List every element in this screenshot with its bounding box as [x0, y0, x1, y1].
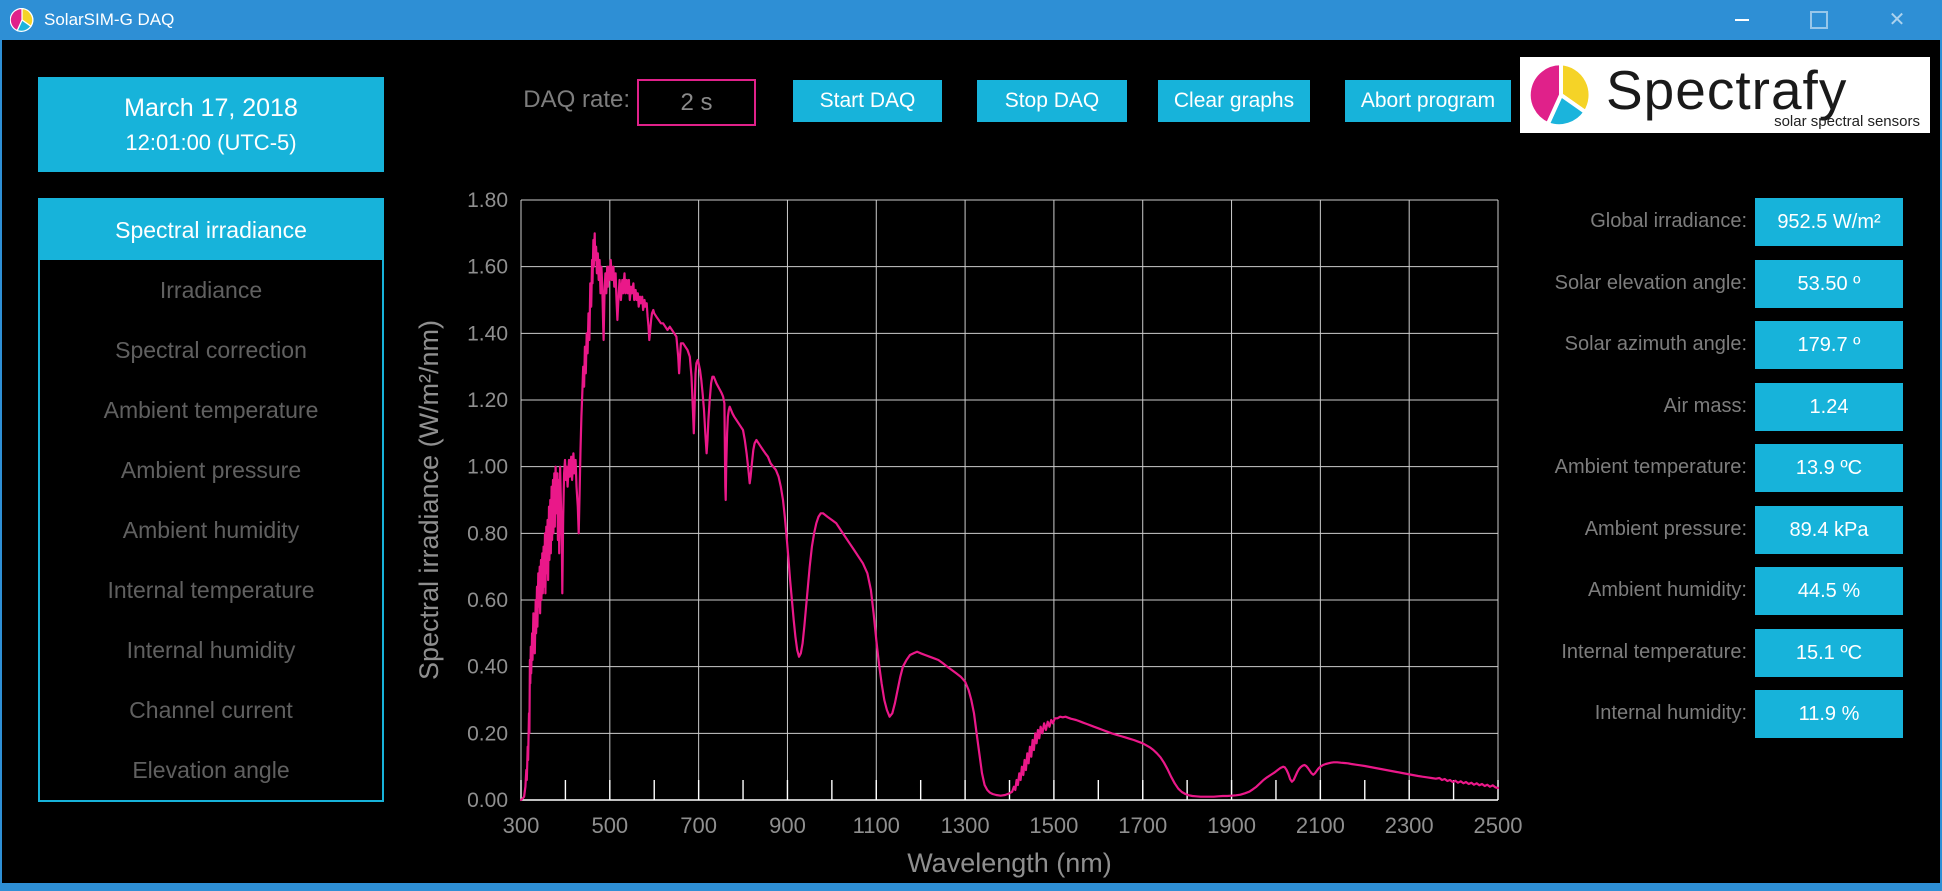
sidebar-menu: Spectral irradiance Irradiance Spectral co… [38, 198, 384, 802]
global-irradiance-label: Global irradiance: [1590, 210, 1747, 232]
window-border-bottom [0, 883, 1942, 891]
sidebar-item-ambient-pressure[interactable]: Ambient pressure [120, 457, 302, 483]
y-tick-label: 1.80 [467, 189, 508, 212]
x-tick-label: 700 [680, 813, 717, 838]
clear-graphs-button[interactable]: Clear graphs [1158, 80, 1310, 122]
solar-elevation-angle-label: Solar elevation angle: [1554, 272, 1747, 294]
x-tick-label: 900 [769, 813, 806, 838]
ambient-humidity-label: Ambient humidity: [1588, 579, 1747, 601]
sidebar-item-elevation-angle[interactable]: Elevation angle [132, 757, 290, 783]
internal-temperature-label: Internal temperature: [1561, 641, 1747, 663]
solar-elevation-angle-value: 53.50 º [1755, 260, 1903, 308]
y-axis-title: Spectral irradiance (W/m²/nm) [414, 320, 444, 680]
y-tick-label: 0.60 [467, 589, 508, 612]
close-button[interactable]: ✕ [1874, 0, 1920, 40]
internal-humidity-value: 11.9 % [1755, 690, 1903, 738]
sidebar-item-internal-humidity[interactable]: Internal humidity [126, 637, 296, 663]
window-title: SolarSIM-G DAQ [44, 10, 175, 29]
maximize-icon [1810, 11, 1828, 29]
y-tick-label: 1.60 [467, 256, 508, 279]
air-mass-value: 1.24 [1755, 383, 1903, 431]
minimize-icon [1735, 19, 1749, 21]
internal-temperature-value: 15.1 ºC [1755, 629, 1903, 677]
maximize-button[interactable] [1796, 0, 1842, 40]
y-tick-label: 0.00 [467, 789, 508, 812]
sidebar-item-spectral-correction[interactable]: Spectral correction [115, 337, 307, 363]
y-tick-label: 1.20 [467, 389, 508, 412]
time-text: 12:01:00 (UTC-5) [125, 130, 297, 155]
start-daq-button[interactable]: Start DAQ [793, 80, 942, 122]
y-tick-label: 0.40 [467, 656, 508, 679]
spectrum-curve [519, 232, 1500, 802]
daq-rate-label: DAQ rate: [523, 86, 630, 113]
internal-humidity-label: Internal humidity: [1594, 702, 1747, 724]
sidebar-item-spectral-irradiance[interactable]: Spectral irradiance [40, 200, 382, 260]
x-tick-label: 300 [503, 813, 540, 838]
spectral-irradiance-chart: 0.00 0.20 0.40 0.60 0.80 1.00 1.20 1.40 1.60 1.80… [414, 189, 1523, 878]
y-tick-label: 0.80 [467, 522, 508, 545]
minimize-button[interactable] [1719, 0, 1765, 40]
close-icon: ✕ [1888, 9, 1906, 31]
date-text: March 17, 2018 [124, 94, 298, 122]
solar-azimuth-angle-value: 179.7 º [1755, 321, 1903, 369]
air-mass-label: Air mass: [1663, 395, 1747, 417]
abort-program-button[interactable]: Abort program [1345, 80, 1511, 122]
titlebar: SolarSIM-G DAQ ✕ [0, 0, 1942, 40]
ambient-temperature-value: 13.9 ºC [1755, 444, 1903, 492]
window-border-left [0, 40, 2, 883]
sidebar-item-channel-current[interactable]: Channel current [129, 697, 293, 723]
global-irradiance-value: 952.5 W/m² [1755, 198, 1903, 246]
x-tick-label: 1900 [1207, 813, 1256, 838]
solar-azimuth-angle-label: Solar azimuth angle: [1564, 333, 1747, 355]
x-tick-label: 1100 [853, 813, 900, 838]
x-tick-label: 2300 [1385, 813, 1434, 838]
x-tick-label: 500 [591, 813, 628, 838]
brand-wordmark: Spectrafy [1606, 59, 1848, 121]
datetime-display: March 17, 2018 12:01:00 (UTC-5) [38, 77, 384, 172]
daq-rate-input[interactable] [637, 79, 756, 126]
x-tick-label: 2100 [1296, 813, 1345, 838]
x-tick-label: 2500 [1474, 813, 1523, 838]
x-tick-label: 1700 [1118, 813, 1167, 838]
ambient-humidity-value: 44.5 % [1755, 567, 1903, 615]
sidebar-item-irradiance[interactable]: Irradiance [159, 277, 263, 303]
x-tick-label: 1500 [1029, 813, 1078, 838]
ambient-pressure-value: 89.4 kPa [1755, 506, 1903, 554]
sidebar-item-internal-temperature[interactable]: Internal temperature [107, 577, 315, 603]
brand-tagline: solar spectral sensors [1774, 113, 1920, 130]
ambient-pressure-label: Ambient pressure: [1584, 518, 1747, 540]
y-tick-label: 0.20 [467, 722, 508, 745]
spectrafy-pie-icon [1528, 62, 1594, 128]
ambient-temperature-label: Ambient temperature: [1554, 456, 1747, 478]
y-tick-label: 1.40 [467, 322, 508, 345]
sidebar-item-ambient-temperature[interactable]: Ambient temperature [103, 397, 319, 423]
stop-daq-button[interactable]: Stop DAQ [977, 80, 1127, 122]
app-logo-icon [10, 8, 34, 32]
x-tick-label: 1300 [941, 813, 990, 838]
sidebar-item-ambient-humidity[interactable]: Ambient humidity [122, 517, 300, 543]
spectrafy-logo: Spectrafy solar spectral sensors [1520, 57, 1930, 133]
window-border-right [1940, 40, 1942, 883]
y-tick-label: 1.00 [467, 456, 508, 479]
x-axis-title: Wavelength (nm) [907, 848, 1112, 878]
